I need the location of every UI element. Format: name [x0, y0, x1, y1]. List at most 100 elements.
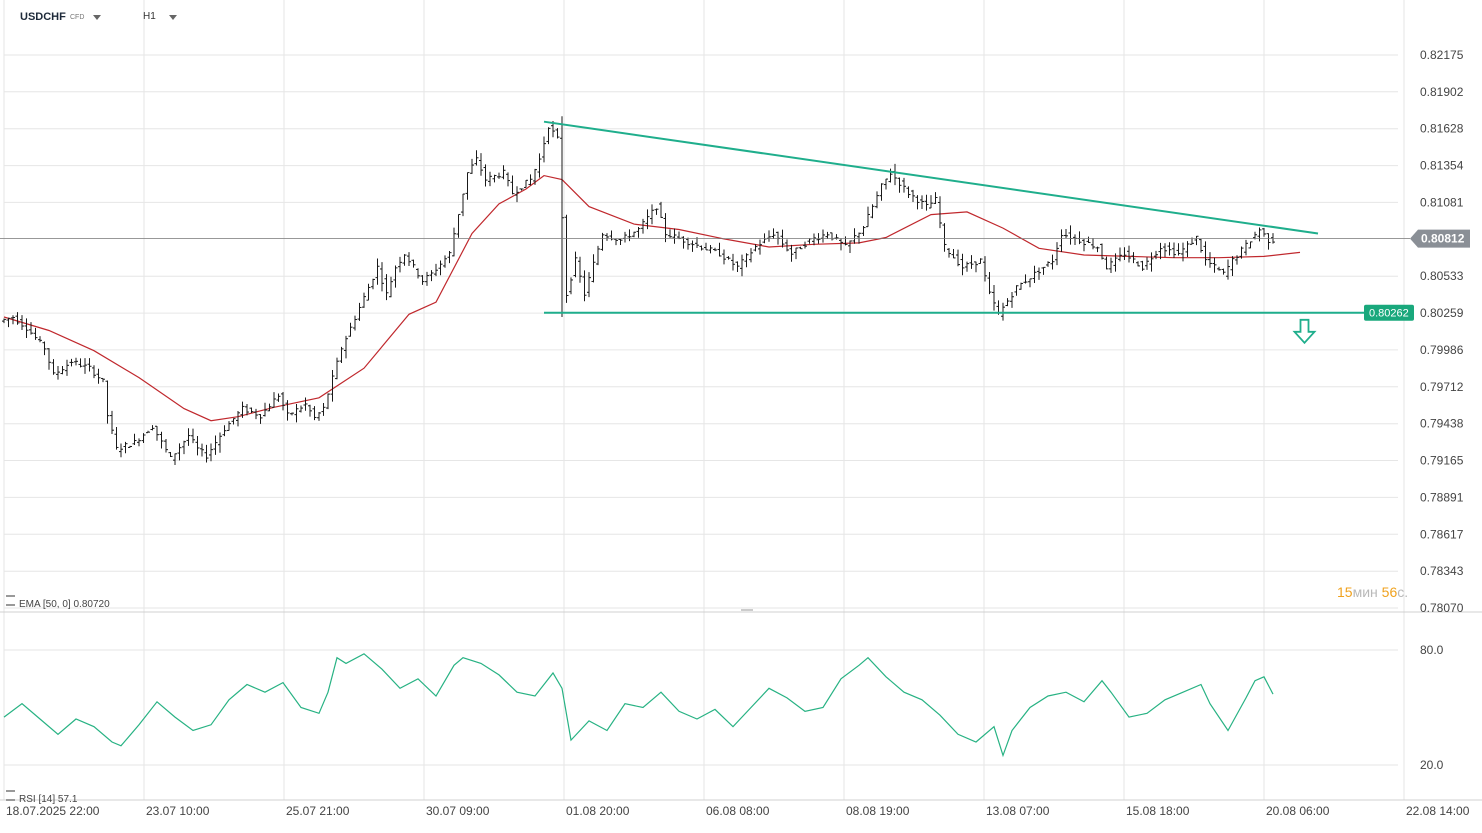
ema-legend[interactable]: EMA [50, 0] 0.80720 [6, 595, 110, 610]
ohlc-bar [501, 165, 506, 180]
ohlc-bar [1113, 253, 1118, 272]
ohlc-bar [384, 274, 389, 301]
ohlc-bar [1181, 242, 1185, 262]
ohlc-bar [1140, 260, 1145, 271]
ohlc-bar [897, 177, 902, 193]
ohlc-bar [263, 402, 267, 417]
ohlc-bar [749, 248, 753, 263]
ohlc-bar [348, 322, 353, 337]
ohlc-bar [1037, 267, 1041, 280]
ohlc-bar [605, 233, 609, 241]
ohlc-bar [641, 218, 645, 234]
current-price-value: 0.80812 [1421, 232, 1465, 246]
support-price-value: 0.80262 [1369, 308, 1409, 320]
ema-line [3, 174, 1301, 422]
ohlc-bar [690, 240, 695, 252]
ohlc-bar [600, 232, 605, 251]
ohlc-bar [1194, 235, 1199, 246]
ohlc-bar [879, 183, 884, 201]
ohlc-bar [902, 177, 906, 193]
ohlc-bar [1055, 242, 1059, 266]
timeframe-selector[interactable]: H1 [143, 11, 156, 22]
price-tick-label: 0.81628 [1420, 122, 1464, 136]
ohlc-bar [371, 278, 375, 290]
countdown-seconds: 56 [1381, 584, 1398, 600]
price-tick-label: 0.82175 [1420, 48, 1464, 62]
ohlc-bar [857, 232, 861, 244]
ohlc-bar [339, 346, 344, 364]
ohlc-bar [533, 168, 537, 185]
timeframe-dropdown-icon[interactable] [169, 15, 177, 20]
ohlc-bar [722, 249, 726, 265]
ohlc-bar [861, 225, 866, 236]
ohlc-bar [510, 175, 515, 195]
ohlc-bar [366, 283, 371, 301]
ohlc-bar [353, 315, 357, 331]
ohlc-bar [731, 253, 735, 271]
ohlc-bar [740, 254, 744, 277]
ohlc-bar [744, 253, 749, 268]
price-tick-label: 0.78617 [1420, 527, 1464, 541]
indicator-settings-icon[interactable] [6, 595, 15, 606]
time-tick-label: 22.08 14:00 [1406, 804, 1470, 818]
symbol-name[interactable]: USDCHF [20, 11, 66, 23]
ohlc-bar [1266, 233, 1271, 250]
ohlc-bar [1032, 265, 1037, 284]
current-price-tag-bg [1410, 229, 1470, 248]
ohlc-bar [326, 393, 330, 410]
ohlc-bar [726, 256, 731, 260]
ohlc-bar [686, 237, 690, 250]
current-price-tag: 0.80812 [1410, 229, 1470, 248]
ohlc-bar [470, 158, 474, 174]
price-tick-label: 0.79712 [1420, 380, 1464, 394]
ohlc-bar [375, 258, 380, 285]
ohlc-bar [569, 277, 573, 295]
ohlc-bar [465, 172, 470, 200]
ohlc-bar [668, 229, 672, 238]
ohlc-bar [1086, 236, 1091, 244]
ohlc-bar [191, 428, 195, 444]
ohlc-bar [1221, 268, 1226, 275]
symbol-dropdown-icon[interactable] [93, 15, 101, 20]
price-tick-label: 0.79165 [1420, 453, 1464, 467]
ohlc-bar [704, 242, 708, 251]
ohlc-bar [987, 272, 992, 295]
rsi-legend-value: 57.1 [57, 794, 78, 805]
ohlc-bar [614, 238, 618, 246]
ohlc-bar [546, 127, 551, 145]
ohlc-bar [146, 430, 150, 434]
rsi-tick-label: 80.0 [1420, 643, 1444, 657]
ohlc-bar [1253, 231, 1257, 240]
rsi-legend[interactable]: RSI [14] 57.1 [6, 790, 77, 805]
ohlc-bar [1091, 238, 1095, 250]
ohlc-bar [645, 209, 650, 230]
ohlc-bar [848, 240, 852, 253]
indicator-settings-icon[interactable] [6, 790, 15, 801]
ohlc-bar [564, 214, 569, 303]
ohlc-bar [380, 262, 384, 292]
ohlc-bar [735, 261, 740, 273]
ohlc-bar [1257, 227, 1262, 242]
ohlc-bar [929, 195, 933, 209]
ohlc-bar [420, 275, 425, 285]
symbol-type: CFD [70, 14, 85, 21]
ohlc-bar [911, 189, 915, 202]
time-tick-label: 06.08 08:00 [706, 804, 770, 818]
ohlc-bar [290, 412, 294, 416]
support-price-tag-bg [1364, 304, 1414, 321]
ohlc-bar [812, 233, 816, 246]
ohlc-bar [105, 380, 110, 424]
ohlc-bar [92, 365, 96, 379]
ohlc-bar [114, 426, 119, 450]
ohlc-bar [938, 196, 942, 229]
ohlc-bar [1127, 245, 1131, 263]
ohlc-bar [33, 327, 38, 340]
ohlc-bar [942, 223, 947, 252]
ohlc-bar [1145, 257, 1149, 270]
ohlc-bar [699, 245, 704, 251]
ohlc-bar [798, 246, 803, 250]
ohlc-bar [1239, 246, 1244, 259]
ohlc-bar [438, 260, 443, 276]
ohlc-bar [708, 245, 713, 254]
